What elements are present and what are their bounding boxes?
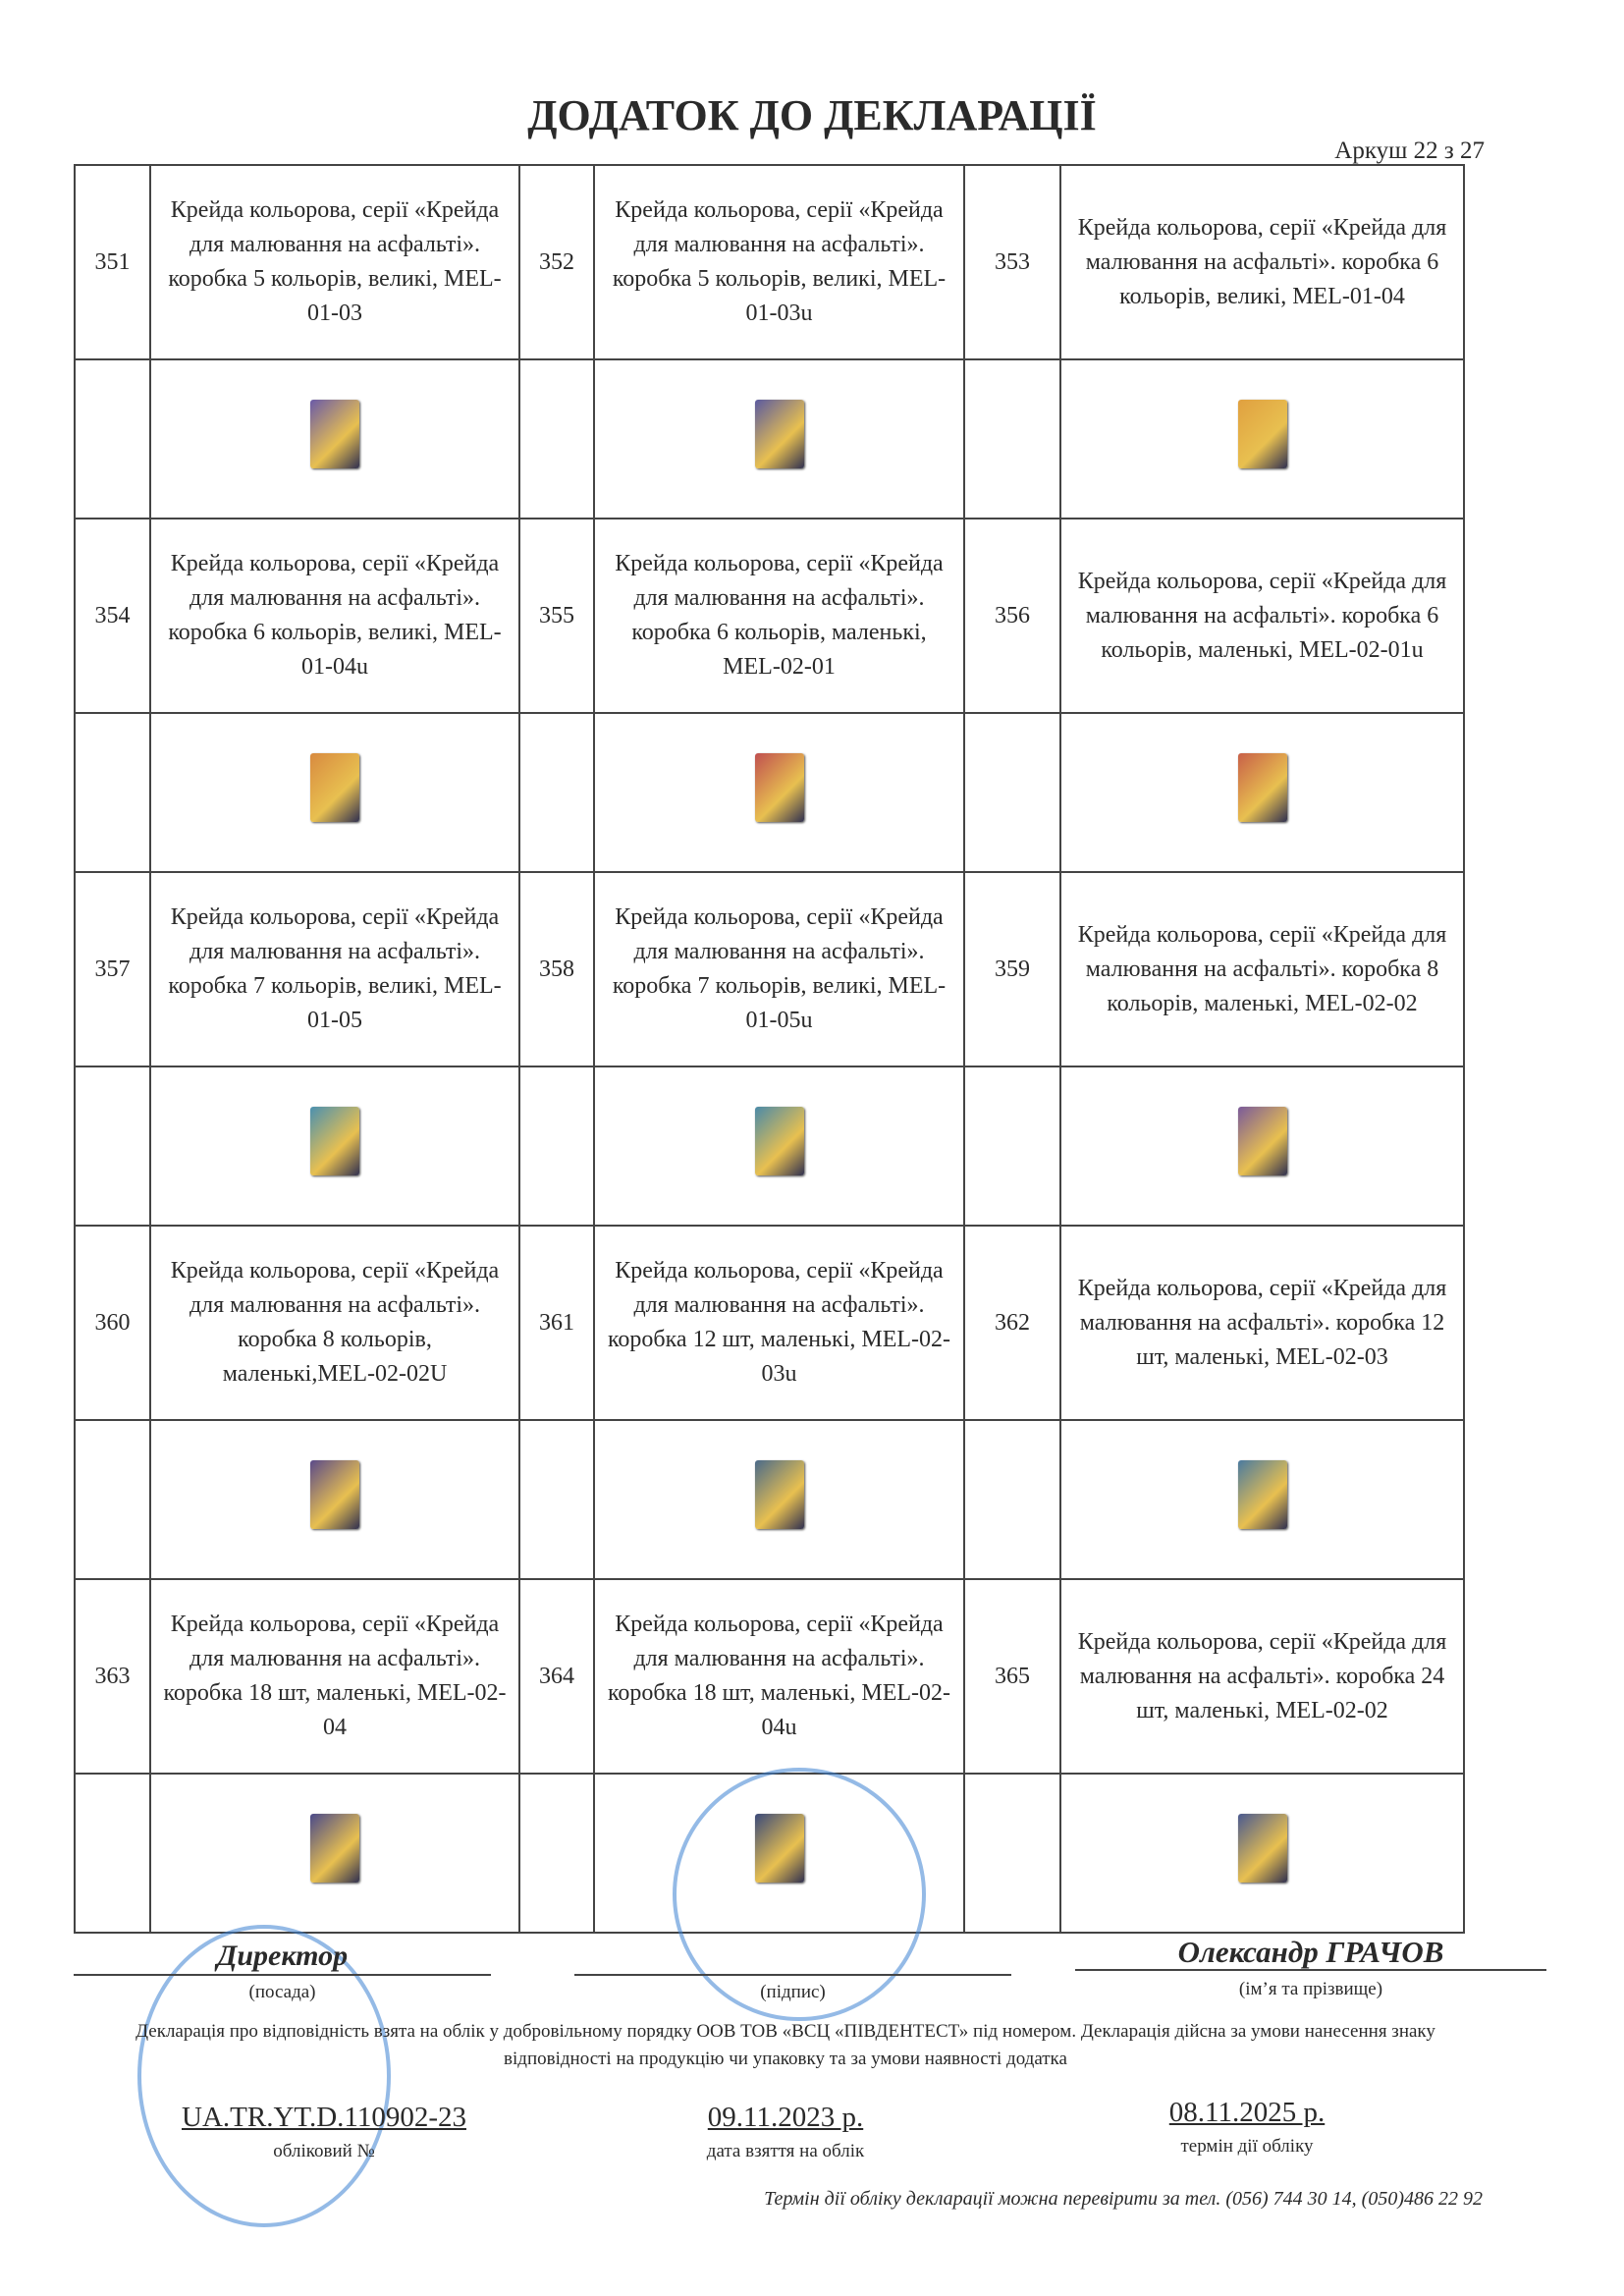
- item-description: Крейда кольорова, серії «Крейда для малю…: [149, 1225, 520, 1421]
- item-description: Крейда кольорова, серії «Крейда для малю…: [1059, 871, 1465, 1067]
- text-row: 351 Крейда кольорова, серії «Крейда для м…: [74, 164, 1465, 360]
- image-row: [74, 1066, 1465, 1227]
- item-number: 357: [74, 871, 151, 1067]
- item-number: 361: [518, 1225, 595, 1421]
- product-image: [310, 399, 359, 468]
- products-table: 351 Крейда кольорова, серії «Крейда для м…: [74, 164, 1465, 1934]
- item-description: Крейда кольорова, серії «Крейда для малю…: [593, 1578, 965, 1775]
- page-title: ДОДАТОК ДО ДЕКЛАРАЦІЇ: [527, 91, 1097, 139]
- footer-note: Термін дії обліку декларації можна перев…: [764, 2188, 1483, 2210]
- item-description: Крейда кольорова, серії «Крейда для малю…: [1059, 518, 1465, 714]
- image-row: [74, 712, 1465, 873]
- item-description: Крейда кольорова, серії «Крейда для малю…: [593, 1225, 965, 1421]
- item-description: Крейда кольорова, серії «Крейда для малю…: [593, 164, 965, 360]
- signer-name: Олександр ГРАЧОВ: [1177, 1935, 1444, 1969]
- sheet-number: Аркуш 22 з 27: [1334, 137, 1485, 164]
- registration-date: 09.11.2023 р.: [707, 2102, 864, 2133]
- text-row: 357 Крейда кольорова, серії «Крейда для м…: [74, 871, 1465, 1067]
- item-number: 360: [74, 1225, 151, 1421]
- item-number: 355: [518, 518, 595, 714]
- position-caption: (посада): [248, 1982, 316, 2002]
- item-description: Крейда кольорова, серії «Крейда для малю…: [149, 518, 520, 714]
- registration-number-caption: обліковий №: [273, 2141, 375, 2161]
- image-row: [74, 1419, 1465, 1580]
- item-number: 352: [518, 164, 595, 360]
- expiry-date-caption: термін дії обліку: [1180, 2136, 1314, 2157]
- item-description: Крейда кольорова, серії «Крейда для малю…: [149, 1578, 520, 1775]
- item-number: 354: [74, 518, 151, 714]
- product-image: [1237, 1813, 1287, 1883]
- product-image: [754, 1459, 804, 1529]
- item-description: Крейда кольорова, серії «Крейда для малю…: [1059, 1225, 1465, 1421]
- product-image: [310, 1459, 359, 1529]
- item-number: 364: [518, 1578, 595, 1775]
- item-description: Крейда кольорова, серії «Крейда для малю…: [149, 871, 520, 1067]
- certification-stamp: [137, 1925, 391, 2227]
- product-image: [310, 1106, 359, 1175]
- registration-date-caption: дата взяття на облік: [706, 2141, 865, 2161]
- product-image: [1237, 1106, 1287, 1175]
- item-number: 365: [963, 1578, 1061, 1775]
- item-number: 358: [518, 871, 595, 1067]
- declaration-text: Декларація про відповідність взята на об…: [135, 2021, 1435, 2069]
- signature-caption: (підпис): [760, 1982, 826, 2002]
- product-image: [310, 1813, 359, 1883]
- image-row: [74, 358, 1465, 519]
- text-row: 354 Крейда кольорова, серії «Крейда для м…: [74, 518, 1465, 714]
- product-image: [754, 1106, 804, 1175]
- item-number: 356: [963, 518, 1061, 714]
- item-number: 362: [963, 1225, 1061, 1421]
- item-number: 351: [74, 164, 151, 360]
- product-image: [754, 752, 804, 822]
- text-row: 363 Крейда кольорова, серії «Крейда для м…: [74, 1578, 1465, 1775]
- position: Директор: [216, 1940, 349, 1972]
- item-description: Крейда кольорова, серії «Крейда для малю…: [149, 164, 520, 360]
- item-number: 359: [963, 871, 1061, 1067]
- product-image: [1237, 1459, 1287, 1529]
- item-number: 353: [963, 164, 1061, 360]
- product-image: [754, 399, 804, 468]
- product-image: [310, 752, 359, 822]
- product-image: [1237, 752, 1287, 822]
- name-caption: (ім’я та прізвище): [1238, 1979, 1383, 1999]
- product-image: [1237, 399, 1287, 468]
- text-row: 360 Крейда кольорова, серії «Крейда для м…: [74, 1225, 1465, 1421]
- registration-number: UA.TR.YT.D.110902-23: [182, 2102, 466, 2133]
- item-description: Крейда кольорова, серії «Крейда для малю…: [593, 871, 965, 1067]
- item-number: 363: [74, 1578, 151, 1775]
- item-description: Крейда кольорова, серії «Крейда для малю…: [1059, 1578, 1465, 1775]
- item-description: Крейда кольорова, серії «Крейда для малю…: [593, 518, 965, 714]
- expiry-date: 08.11.2025 р.: [1168, 2097, 1326, 2128]
- company-stamp: [673, 1768, 926, 2021]
- item-description: Крейда кольорова, серії «Крейда для малю…: [1059, 164, 1465, 360]
